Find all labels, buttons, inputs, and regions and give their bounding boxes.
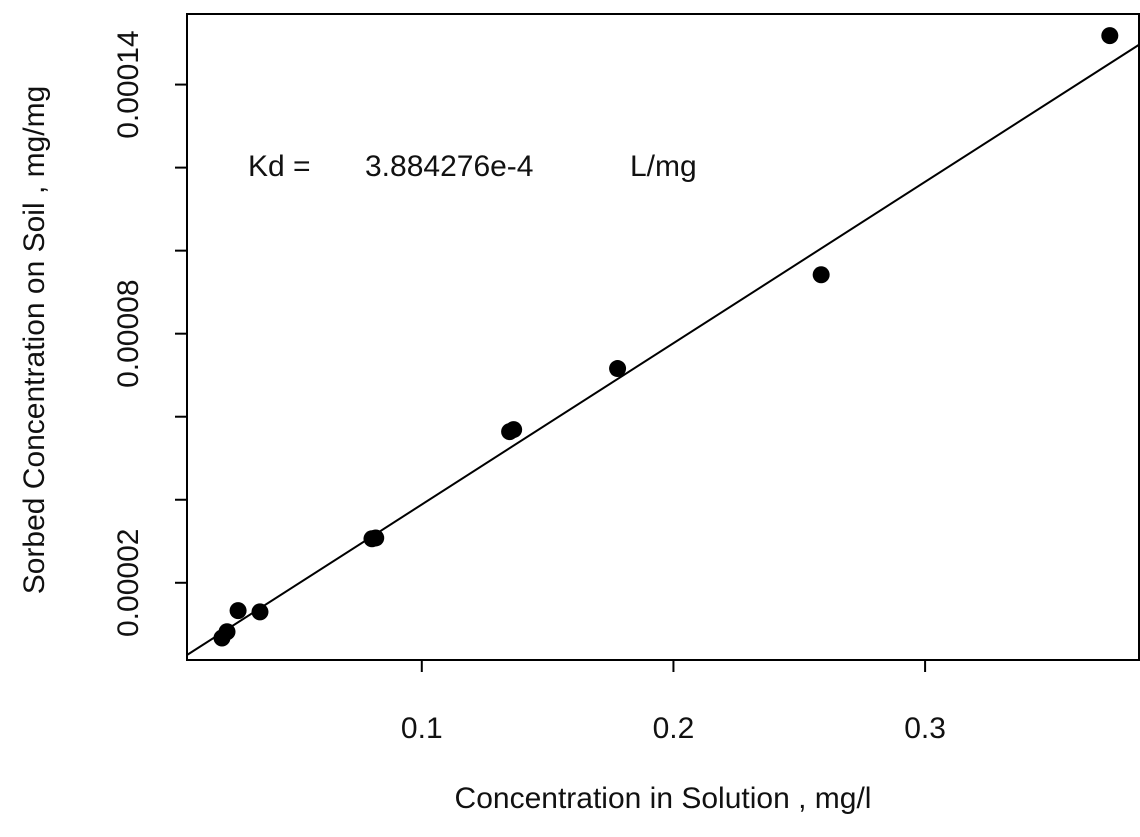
data-point (367, 529, 385, 547)
data-point (1101, 27, 1119, 45)
x-tick-label: 0.2 (653, 712, 695, 745)
x-tick-label: 0.1 (401, 712, 443, 745)
x-axis-label: Concentration in Solution , mg/l (455, 782, 872, 815)
data-point (609, 360, 627, 378)
plot-frame (186, 13, 1140, 661)
y-tick-label: 0.00014 (112, 30, 145, 138)
y-tick-label: 0.00008 (112, 279, 145, 387)
data-point (251, 603, 269, 621)
data-point (229, 602, 247, 620)
y-tick-label: 0.00002 (112, 529, 145, 637)
data-point (505, 421, 523, 439)
annotation-unit: L/mg (630, 150, 697, 183)
fit-line (186, 43, 1140, 656)
annotation-value: 3.884276e-4 (365, 150, 534, 183)
data-point (812, 266, 830, 284)
x-tick-label: 0.3 (904, 712, 946, 745)
data-point (218, 623, 236, 641)
y-axis-label: Sorbed Concentration on Soil , mg/mg (18, 86, 51, 595)
annotation-label: Kd = (248, 150, 311, 183)
